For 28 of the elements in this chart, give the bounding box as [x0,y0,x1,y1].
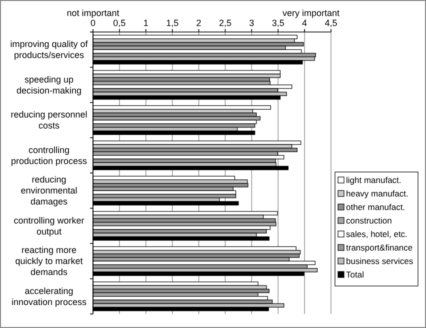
legend-label: construction [346,216,392,226]
y-tick-label: reacting more quickly to market demands [15,245,84,278]
x-tick-label: 4 [302,18,308,28]
x-tick-label: 3,5 [272,18,284,28]
x-tick-label: 2,5 [218,18,232,28]
y-tick-label: reducing environmental damages [20,174,78,207]
legend-label: business services [346,256,414,266]
y-tick-label: improving quality of products/services [10,39,88,60]
x-tick-label: 2 [196,18,202,28]
x-tick-label: 1,5 [166,18,179,28]
x-tick-label: 4,5 [324,18,338,28]
y-tick-label: speeding up decision-making [16,74,82,96]
x-tick-label: 1 [143,18,148,28]
x-tick-label: 0 [90,18,96,28]
x-tick-label: 3 [249,18,254,28]
legend-label: light manufact. [346,175,402,185]
y-tick-label: controlling worker output [14,215,84,236]
legend-label: transport&finance [346,242,413,252]
x-tick-label: 0,5 [113,18,126,28]
text: very important [282,8,340,18]
legend-label: sales, hotel, etc. [346,229,408,239]
y-tick-label: accelerating innovation process [11,286,88,307]
text: not important [66,8,120,18]
legend-label: Total [346,270,364,280]
legend-label: heavy manufact. [346,188,408,198]
legend-label: other manufact. [346,202,406,212]
y-tick-label: controlling production process [10,144,88,166]
y-tick-label: reducing personnel costs [10,110,88,131]
